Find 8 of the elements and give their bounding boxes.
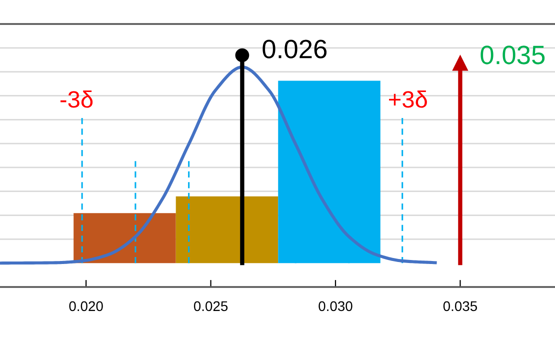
x-tick-label: 0.030 bbox=[318, 301, 352, 312]
annotation: +3δ bbox=[389, 90, 427, 108]
x-tick-label: 0.035 bbox=[443, 301, 478, 312]
x-tick-label: 0.025 bbox=[194, 301, 228, 312]
ref-line-label: 0.035 bbox=[480, 46, 545, 64]
annotation: 0.026 bbox=[262, 40, 327, 58]
x-tick-label: 0.020 bbox=[69, 301, 103, 312]
annotation: -3δ bbox=[60, 90, 93, 108]
